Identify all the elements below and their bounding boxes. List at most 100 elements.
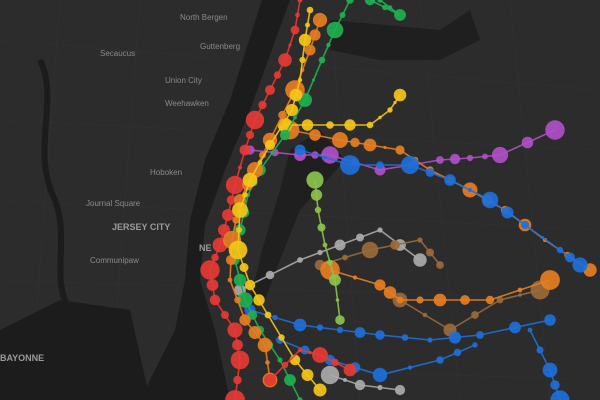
station <box>258 100 267 110</box>
station <box>436 156 444 164</box>
station <box>265 360 270 365</box>
station <box>200 260 220 280</box>
station <box>294 144 306 156</box>
station <box>363 138 377 152</box>
station <box>417 237 423 243</box>
station <box>343 363 357 377</box>
station <box>401 334 409 341</box>
station <box>556 246 564 254</box>
station <box>521 136 534 149</box>
station <box>233 375 242 385</box>
station <box>376 161 384 169</box>
station <box>542 362 558 378</box>
station <box>270 150 275 155</box>
station <box>346 0 354 4</box>
station <box>314 206 322 214</box>
station <box>378 115 382 120</box>
station <box>361 241 379 259</box>
station <box>234 296 241 304</box>
station <box>298 33 312 47</box>
station <box>222 209 234 221</box>
station <box>225 390 245 400</box>
station <box>309 129 321 141</box>
station <box>221 311 229 319</box>
station <box>236 227 242 233</box>
station <box>550 380 560 390</box>
station <box>565 252 575 263</box>
place-label: Secaucus <box>100 49 135 58</box>
station <box>264 311 272 319</box>
station <box>306 171 324 189</box>
station <box>331 358 339 367</box>
station <box>485 295 495 305</box>
station <box>301 119 314 131</box>
station <box>293 318 307 332</box>
station <box>466 154 474 162</box>
station <box>344 119 356 131</box>
station <box>352 275 358 280</box>
station <box>233 273 247 287</box>
station <box>350 137 360 148</box>
station <box>293 115 297 120</box>
station <box>501 206 514 219</box>
station <box>257 337 273 353</box>
station <box>343 378 347 382</box>
station <box>356 233 364 242</box>
station <box>309 29 321 41</box>
station <box>281 361 289 369</box>
station <box>540 270 560 290</box>
station <box>278 110 287 120</box>
station <box>444 174 456 186</box>
station <box>387 5 393 10</box>
harlem-river <box>330 10 480 60</box>
station <box>377 227 383 233</box>
station <box>377 384 383 391</box>
station <box>317 249 323 256</box>
station <box>327 259 333 266</box>
station <box>433 293 447 307</box>
station <box>297 0 303 3</box>
station <box>545 120 565 140</box>
station <box>366 121 374 129</box>
station <box>278 53 292 67</box>
station <box>301 369 314 381</box>
station <box>436 356 444 364</box>
station <box>393 88 407 102</box>
station <box>471 311 479 319</box>
station <box>407 365 413 370</box>
station <box>354 379 366 391</box>
station <box>264 139 276 151</box>
station <box>259 151 266 159</box>
station <box>310 189 323 201</box>
station <box>320 365 340 385</box>
station <box>326 42 331 48</box>
station <box>460 295 470 305</box>
station <box>387 107 393 113</box>
station <box>425 168 435 177</box>
station <box>285 103 299 117</box>
station <box>232 202 248 218</box>
station <box>426 248 434 257</box>
station <box>312 347 328 363</box>
station <box>332 132 348 148</box>
station <box>382 4 388 11</box>
station <box>279 129 291 141</box>
station <box>239 263 249 272</box>
station <box>394 9 406 21</box>
station <box>453 348 462 357</box>
station <box>326 121 334 129</box>
station <box>396 296 404 304</box>
station <box>227 322 243 338</box>
station <box>374 279 386 291</box>
station <box>209 294 221 306</box>
station <box>467 187 473 193</box>
station <box>395 145 405 155</box>
station <box>211 253 219 262</box>
station <box>536 346 544 354</box>
station <box>334 239 346 251</box>
station <box>401 156 419 174</box>
hudson-river <box>140 0 290 400</box>
station <box>364 0 376 6</box>
station <box>518 293 522 297</box>
station <box>377 0 383 3</box>
